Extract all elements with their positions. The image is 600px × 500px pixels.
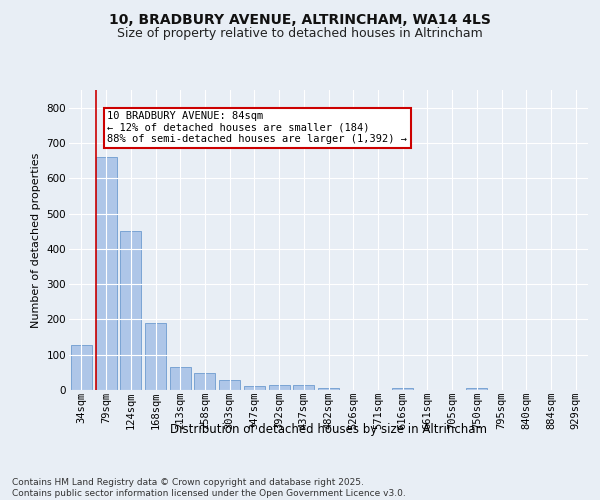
Bar (244, 386, 265, 390)
Y-axis label: Number of detached properties: Number of detached properties (31, 152, 41, 328)
Text: 10, BRADBURY AVENUE, ALTRINCHAM, WA14 4LS: 10, BRADBURY AVENUE, ALTRINCHAM, WA14 4L… (109, 12, 491, 26)
Text: 10 BRADBURY AVENUE: 84sqm
← 12% of detached houses are smaller (184)
88% of semi: 10 BRADBURY AVENUE: 84sqm ← 12% of detac… (107, 111, 407, 144)
Bar (269, 385, 290, 390)
Bar (170, 367, 191, 390)
Text: Size of property relative to detached houses in Altrincham: Size of property relative to detached ho… (117, 28, 483, 40)
Bar (145, 323, 166, 390)
Bar (293, 386, 314, 390)
Bar (194, 373, 215, 390)
Text: Contains HM Land Registry data © Crown copyright and database right 2025.
Contai: Contains HM Land Registry data © Crown c… (12, 478, 406, 498)
Bar (120, 231, 141, 390)
Bar (466, 388, 487, 390)
Bar (318, 388, 339, 390)
Bar (95, 157, 116, 390)
Bar (71, 345, 92, 390)
Bar (219, 380, 240, 390)
Bar (392, 388, 413, 390)
Text: Distribution of detached houses by size in Altrincham: Distribution of detached houses by size … (170, 422, 487, 436)
